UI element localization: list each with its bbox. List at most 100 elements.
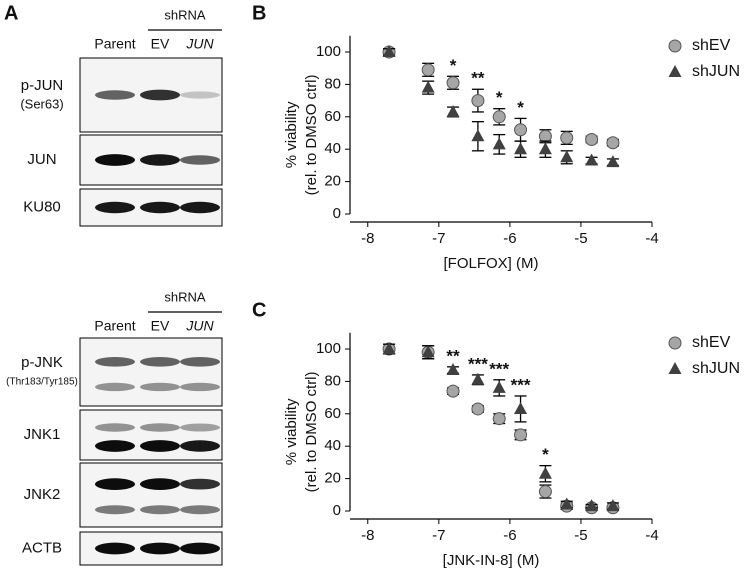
band	[140, 357, 180, 367]
row-label: JNK1	[24, 426, 61, 443]
significance-label: *	[517, 98, 524, 117]
band	[180, 542, 220, 555]
point	[421, 80, 435, 93]
point	[514, 401, 528, 414]
panel-label: A	[4, 2, 18, 24]
legend-marker	[668, 336, 682, 350]
band	[95, 505, 135, 515]
y-tick-label: 80	[324, 372, 341, 389]
band	[180, 155, 220, 165]
legend-marker	[668, 65, 682, 77]
y-tick-label: 40	[324, 437, 341, 454]
y-tick-label: 100	[316, 340, 341, 357]
significance-label: ***	[511, 375, 531, 394]
band	[180, 423, 220, 432]
band	[95, 382, 135, 392]
band	[140, 201, 180, 214]
band	[95, 154, 135, 166]
point	[606, 499, 620, 512]
y-tick-label: 80	[324, 75, 341, 92]
band	[140, 542, 180, 555]
lane-label: JUN	[185, 36, 214, 52]
band	[95, 440, 135, 452]
significance-label: *	[542, 445, 549, 464]
x-tick-label: -8	[361, 527, 374, 544]
legend-marker	[668, 39, 682, 53]
point	[514, 142, 528, 155]
x-tick-label: -4	[645, 230, 658, 247]
panel-label: C	[252, 299, 266, 321]
x-tick-label: -7	[432, 230, 445, 247]
x-tick-label: -8	[361, 230, 374, 247]
point	[538, 142, 552, 155]
y-axis-label: % viability	[283, 101, 300, 168]
point	[606, 136, 620, 150]
significance-label: ***	[489, 359, 509, 378]
x-tick-label: -5	[574, 527, 587, 544]
point	[471, 372, 485, 385]
band	[180, 478, 220, 490]
significance-label: **	[446, 346, 460, 365]
row-sublabel: (Thr183/Tyr185)	[6, 377, 78, 388]
band	[140, 440, 180, 452]
point	[446, 363, 460, 376]
row-sublabel: (Ser63)	[20, 96, 63, 111]
x-axis-label: [FOLFOX] (M)	[444, 255, 539, 272]
legend-label: shEV	[692, 334, 731, 351]
y-tick-label: 20	[324, 470, 341, 487]
row-label: ACTB	[22, 539, 62, 556]
x-tick-label: -5	[574, 230, 587, 247]
point	[492, 137, 506, 150]
group-header: shRNA	[164, 7, 206, 22]
point	[421, 345, 435, 358]
x-tick-label: -4	[645, 527, 658, 544]
point	[560, 497, 574, 510]
x-tick-label: -6	[503, 527, 516, 544]
point	[585, 132, 599, 146]
point	[560, 131, 574, 145]
point	[446, 104, 460, 117]
lane-label: JUN	[185, 318, 214, 334]
band	[180, 357, 220, 367]
panel-label: B	[252, 2, 266, 24]
significance-label: *	[496, 88, 503, 107]
point	[471, 402, 485, 416]
point	[585, 499, 599, 512]
band	[140, 505, 180, 515]
band	[95, 542, 135, 555]
point	[585, 153, 599, 166]
point	[514, 428, 528, 442]
point	[382, 45, 396, 57]
band	[95, 201, 135, 214]
significance-label: ***	[468, 354, 488, 373]
x-tick-label: -6	[503, 230, 516, 247]
point	[606, 155, 620, 168]
row-label: p-JNK	[21, 354, 63, 371]
significance-label: *	[450, 56, 457, 75]
y-axis-label: (rel. to DMSO ctrl)	[303, 74, 320, 195]
y-tick-label: 0	[333, 205, 341, 222]
x-tick-label: -7	[432, 527, 445, 544]
band	[140, 478, 180, 490]
y-tick-label: 100	[316, 43, 341, 60]
point	[560, 150, 574, 163]
band	[180, 91, 220, 99]
point	[538, 129, 552, 143]
point	[446, 384, 460, 398]
lane-label: EV	[151, 318, 170, 334]
point	[492, 412, 506, 426]
legend-marker	[668, 362, 682, 374]
band	[140, 154, 180, 166]
row-label: p-JUN	[21, 77, 64, 94]
legend-label: shJUN	[692, 63, 740, 80]
point	[446, 76, 460, 90]
blot-box	[79, 462, 223, 528]
band	[180, 505, 220, 515]
band	[95, 357, 135, 367]
band	[95, 90, 135, 100]
blot-box	[79, 337, 223, 407]
lane-label: Parent	[94, 36, 135, 52]
significance-label: **	[471, 69, 485, 88]
blot-box	[79, 409, 223, 461]
